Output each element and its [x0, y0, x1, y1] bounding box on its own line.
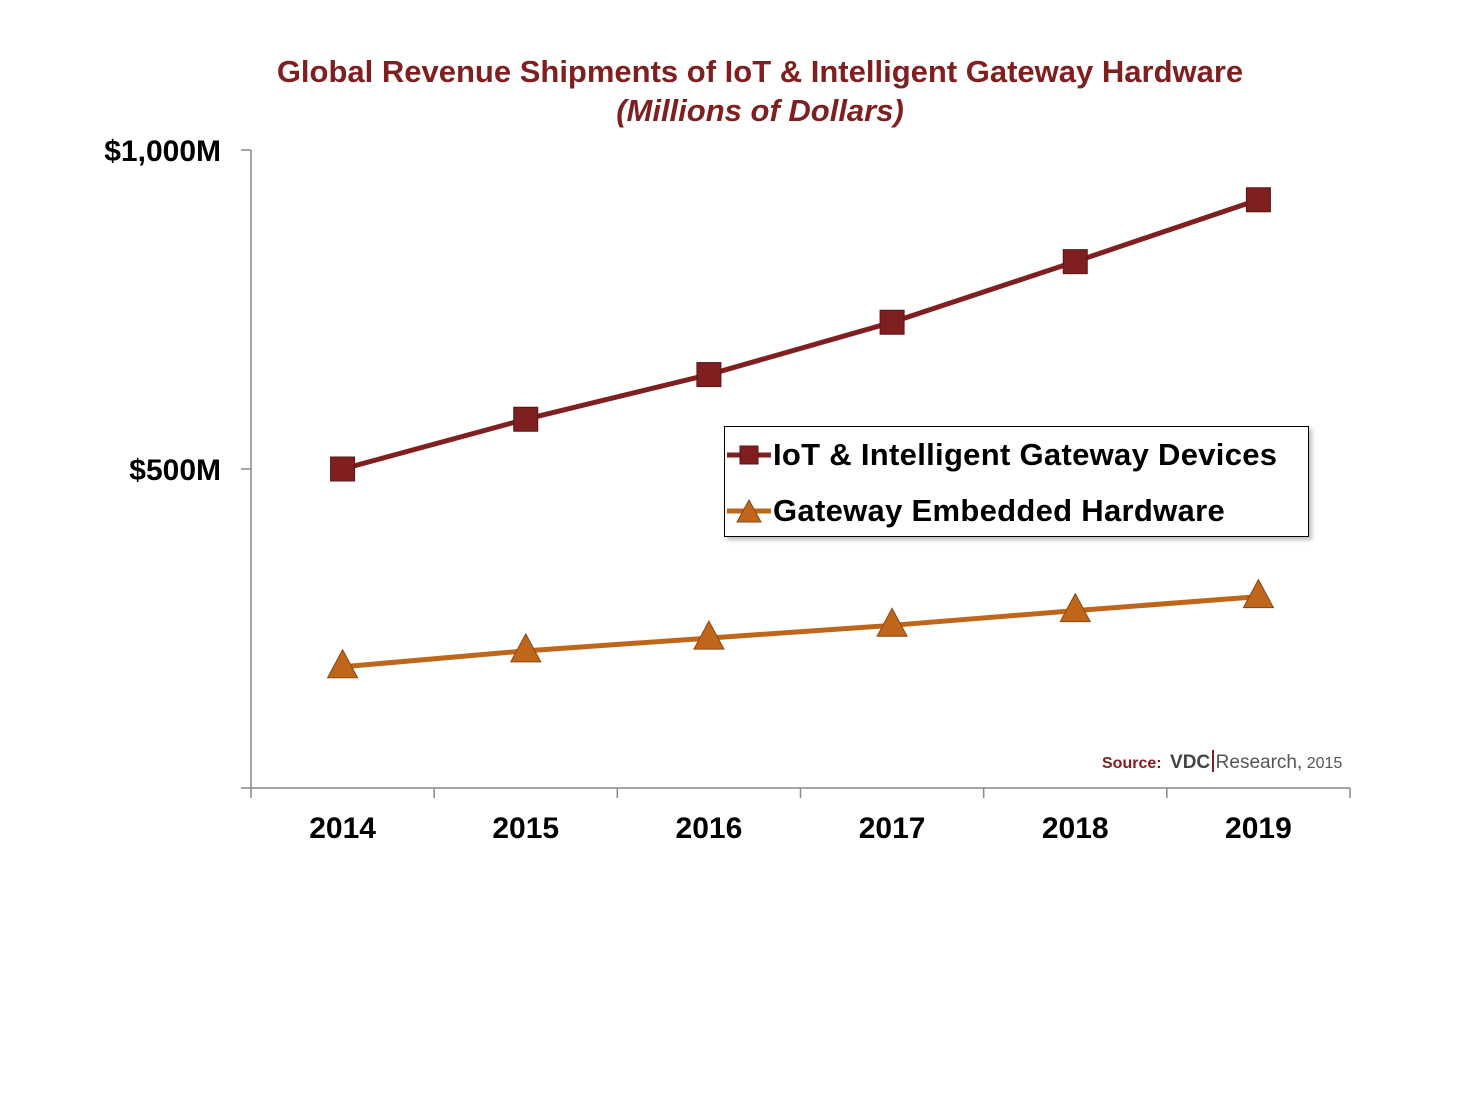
y-axis-ticks: $500M $1,000M [104, 135, 251, 487]
data-point-triangle [1242, 578, 1275, 609]
series-line [342, 594, 1259, 670]
legend-triangle-marker-icon [725, 491, 773, 531]
legend-square-marker-icon [725, 435, 773, 475]
source-suffix: Research, [1215, 752, 1303, 773]
chart-legend: IoT & Intelligent Gateway Devices Gatewa… [724, 426, 1309, 537]
legend-label: IoT & Intelligent Gateway Devices [773, 437, 1278, 472]
data-point-triangle [1059, 592, 1092, 623]
x-axis-ticks: 2014 2015 2016 2017 2018 2019 [250, 788, 1351, 845]
source-year: 2015 [1306, 755, 1343, 772]
y-tick-label: $500M [129, 454, 221, 487]
legend-label: Gateway Embedded Hardware [773, 493, 1225, 528]
chart-title: Global Revenue Shipments of IoT & Intell… [276, 54, 1244, 89]
series-line [341, 197, 1260, 472]
data-point-square [879, 309, 905, 335]
data-point-square [513, 406, 539, 432]
x-tick-label: 2016 [676, 812, 743, 845]
legend-item-gateway-hardware: Gateway Embedded Hardware [725, 491, 1225, 531]
series-iot-devices [330, 187, 1271, 482]
data-point-square [696, 362, 722, 388]
source-brand: VDC [1170, 752, 1211, 773]
x-tick-label: 2019 [1225, 812, 1292, 845]
x-tick-label: 2017 [859, 812, 926, 845]
source-divider [1212, 750, 1214, 772]
data-point-triangle [876, 607, 908, 637]
chart-subtitle: (Millions of Dollars) [616, 93, 904, 128]
y-tick-label: $1,000M [104, 135, 221, 168]
series-layer [326, 187, 1275, 679]
source-credit: Source: VDC Research, 2015 [1102, 750, 1342, 774]
series-gateway-hardware [326, 578, 1275, 679]
data-point-triangle [509, 632, 542, 663]
source-prefix: Source: [1102, 755, 1162, 772]
x-tick-label: 2015 [492, 812, 559, 845]
chart-title-block: Global Revenue Shipments of IoT & Intell… [0, 52, 1477, 130]
data-point-square [1062, 249, 1088, 275]
data-point-triangle [326, 648, 359, 679]
data-point-square [330, 456, 356, 482]
x-tick-label: 2018 [1042, 812, 1109, 845]
x-tick-label: 2014 [309, 812, 376, 845]
data-point-triangle [693, 620, 725, 650]
legend-item-iot-devices: IoT & Intelligent Gateway Devices [725, 435, 1277, 475]
data-point-square [1245, 187, 1271, 213]
